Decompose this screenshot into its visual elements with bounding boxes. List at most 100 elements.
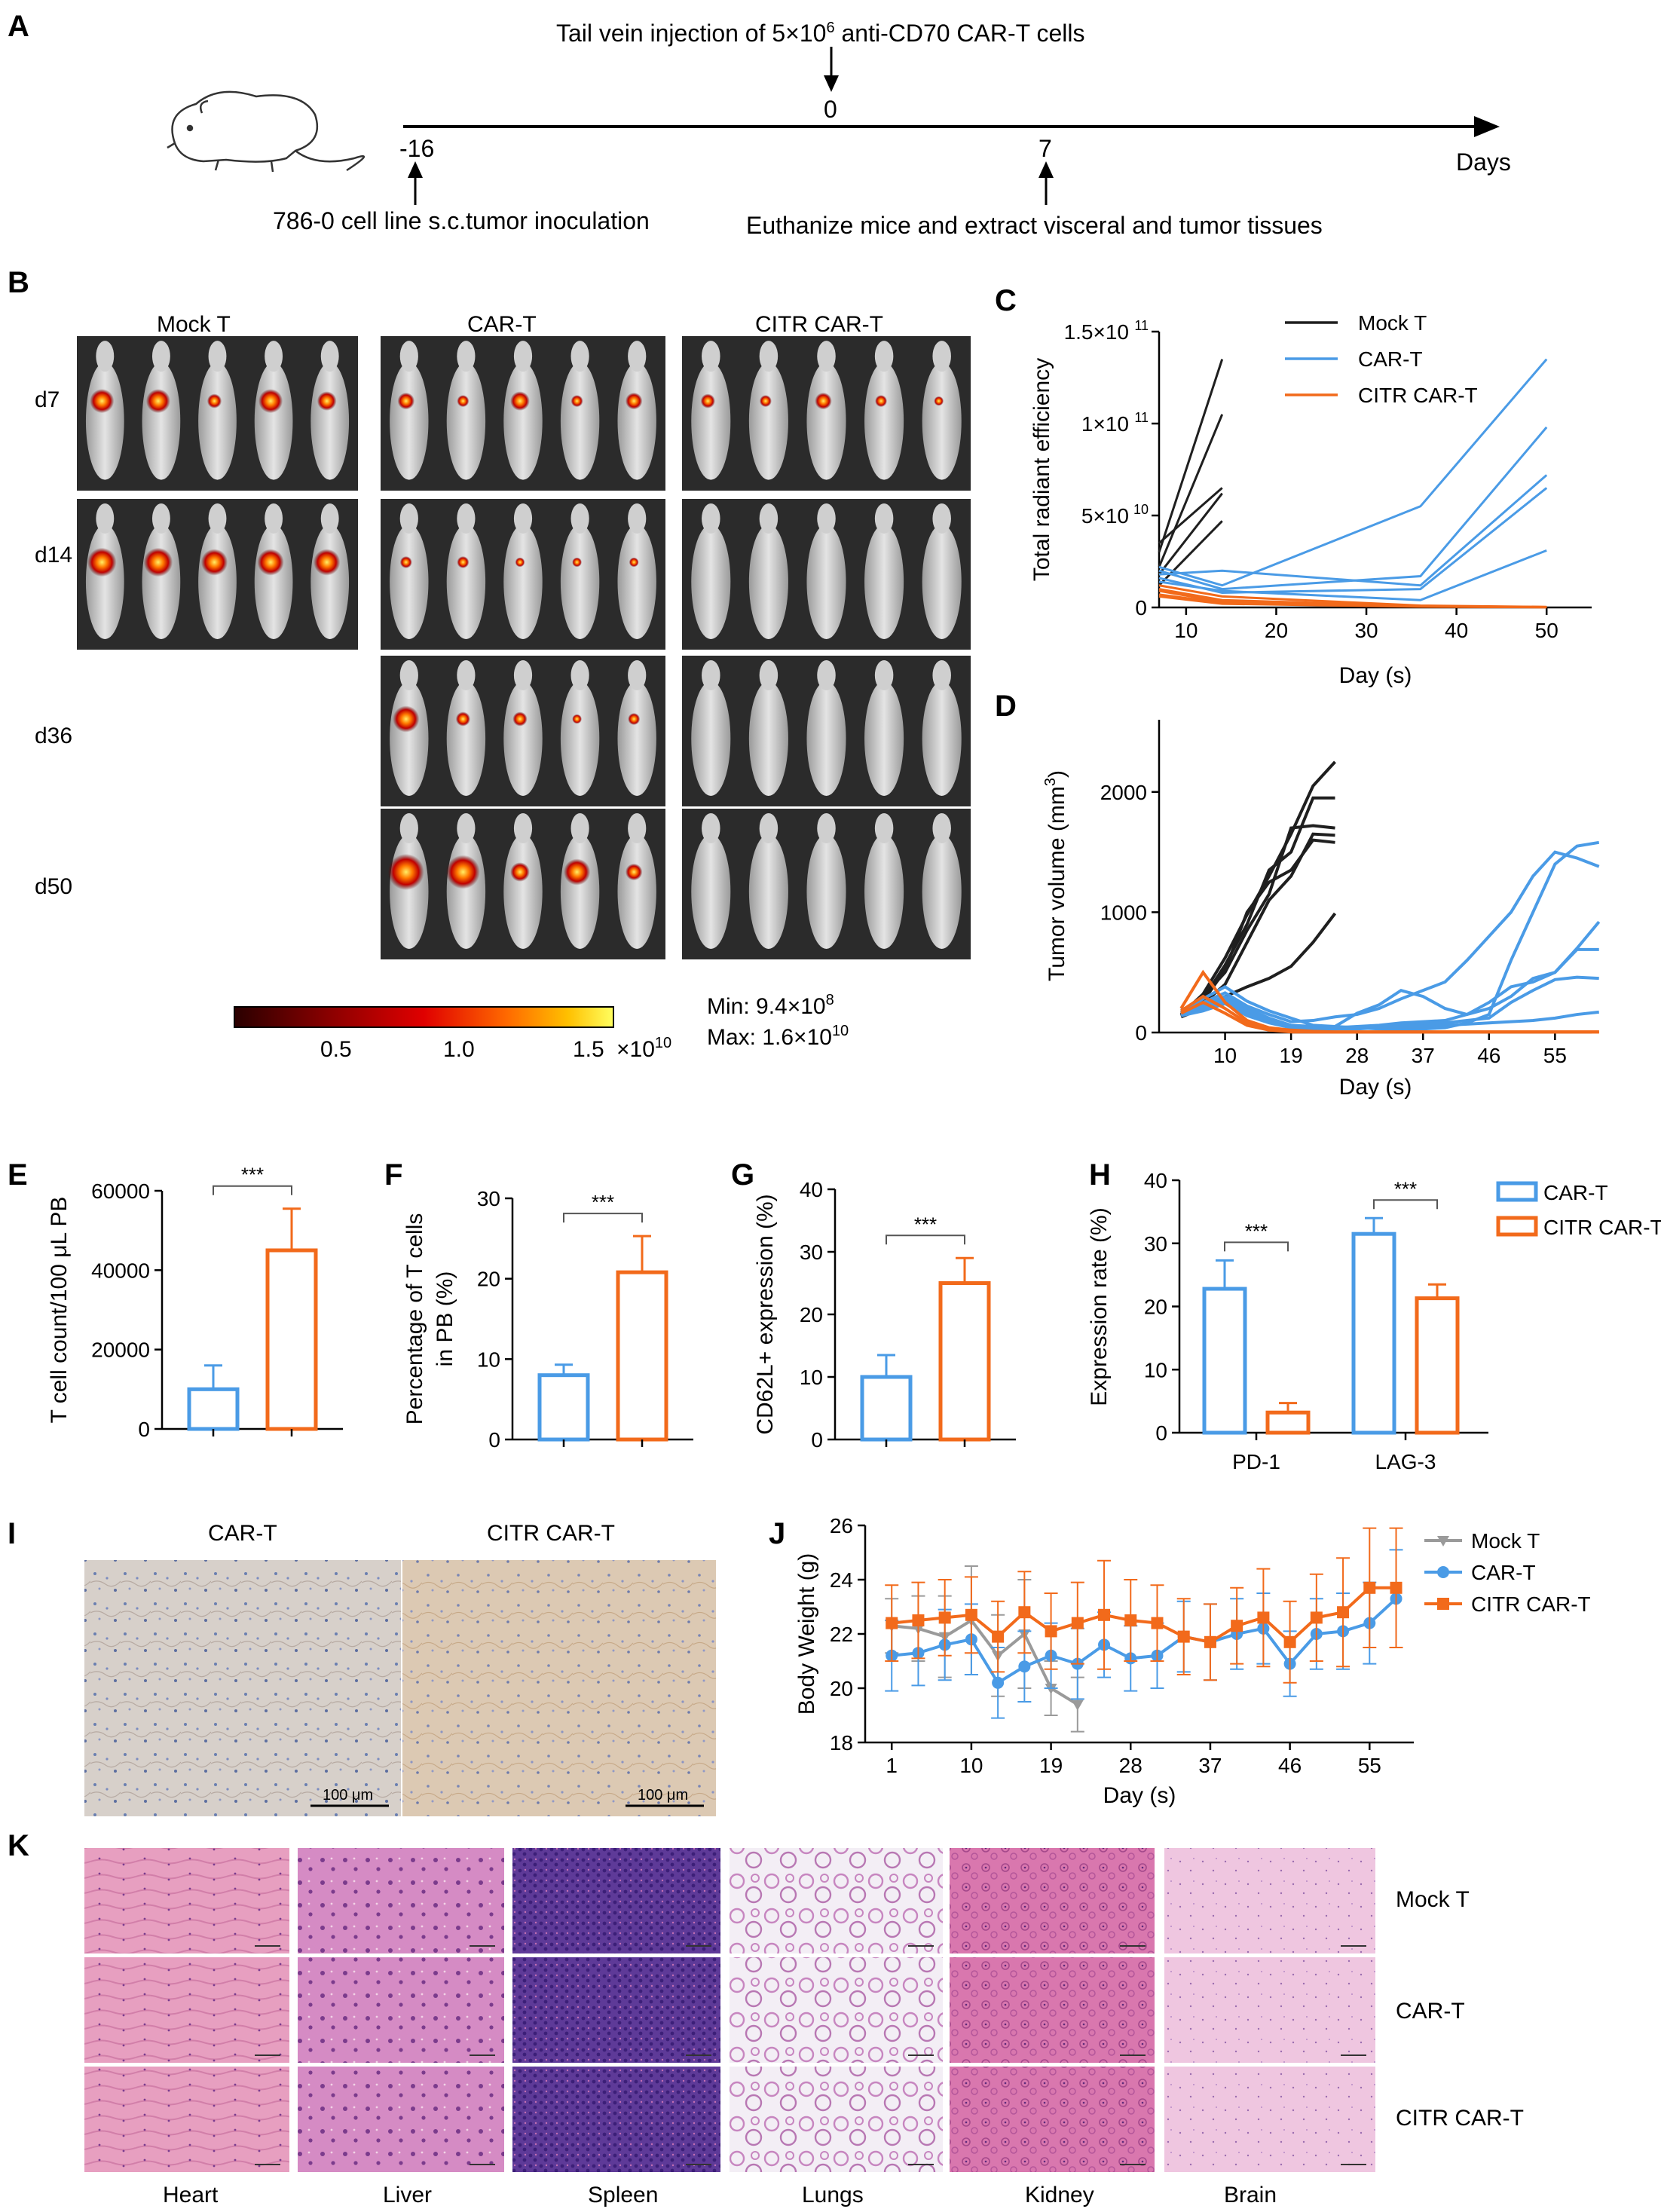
bioluminescence-signal — [457, 556, 470, 568]
he-tile — [84, 2067, 289, 2172]
he-tile — [512, 2067, 720, 2172]
bioluminescence-signal — [512, 711, 528, 727]
scale-bar-label: 100 μm — [323, 1787, 373, 1804]
x-tick-label: 19 — [1039, 1754, 1063, 1777]
y-axis-label-exponent: 3 — [1042, 778, 1059, 786]
day-zero-label: 0 — [824, 96, 837, 123]
y-axis-label: Expression rate (%) — [1087, 1207, 1112, 1406]
x-tick-label: 55 — [1543, 1044, 1567, 1067]
mouse-head — [208, 341, 227, 372]
bar-citr-car-t — [1265, 1410, 1311, 1435]
chart-t-cell-count: 0 20000 40000 60000 *** T cell count/100 μL P… — [47, 1164, 343, 1441]
marker-square — [1283, 1635, 1296, 1648]
mouse-silhouette — [864, 525, 904, 639]
he-tile — [1164, 1848, 1375, 1953]
series-line-mock — [1180, 832, 1335, 1016]
organ-label: Spleen — [588, 2183, 658, 2207]
mouse-head — [702, 503, 720, 534]
mouse-silhouette — [446, 681, 486, 796]
imaging-grid — [77, 336, 971, 959]
bioluminescence-signal — [200, 549, 228, 576]
x-tick-label: 10 — [1213, 1044, 1237, 1067]
x-tick-label: 10 — [1174, 619, 1198, 642]
significance-bracket — [213, 1185, 292, 1195]
mouse-silhouette — [617, 834, 656, 949]
y-axis-label-text: Expression rate (%) — [1087, 1207, 1112, 1406]
mouse-head — [320, 503, 339, 534]
mouse-silhouette — [85, 362, 124, 480]
mouse-silhouette — [748, 681, 788, 796]
series-line-mock — [1158, 414, 1224, 568]
bar-car-t — [1202, 1287, 1247, 1435]
mouse-head — [457, 660, 476, 690]
mouse-head — [399, 660, 418, 690]
mouse-silhouette — [198, 525, 237, 639]
mouse-head — [513, 813, 533, 843]
bioluminescence-signal — [875, 395, 888, 408]
mouse-silhouette — [310, 362, 350, 480]
y-tick-label: 0 — [138, 1418, 150, 1441]
panel-a-timeline: Tail vein injection of 5×106 anti-CD70 C… — [167, 20, 1511, 239]
x-tick-label: 28 — [1119, 1754, 1143, 1777]
mouse-head — [817, 660, 836, 690]
panel-letter: D — [995, 690, 1017, 723]
mouse-silhouette — [691, 834, 731, 949]
series-line-car — [1180, 1002, 1599, 1031]
panel-letter: C — [995, 284, 1017, 317]
row-label-d50: d50 — [35, 874, 72, 899]
panel-letter: A — [8, 10, 29, 43]
series-line-car — [1180, 850, 1600, 1023]
mouse-head — [570, 503, 589, 534]
mouse-silhouette — [806, 362, 846, 480]
mouse-head — [513, 503, 533, 534]
marker-square — [1204, 1635, 1216, 1648]
mouse-head — [932, 660, 951, 690]
significance-marker: *** — [1394, 1177, 1417, 1200]
series-line — [892, 1597, 1397, 1685]
y-tick-label: 1.5×10 — [1064, 320, 1129, 344]
he-tile — [950, 2067, 1155, 2172]
mouse-silhouette — [254, 362, 293, 480]
significance-marker: *** — [241, 1164, 264, 1186]
y-tick-label: 5×10 — [1081, 504, 1129, 528]
bioluminescence-signal — [572, 714, 582, 724]
series-line-car — [1158, 549, 1547, 601]
mouse-silhouette — [691, 362, 731, 480]
mouse-silhouette — [142, 525, 181, 639]
mouse-head — [208, 503, 227, 534]
mouse-silhouette — [142, 362, 181, 480]
timeline-arrowhead — [1474, 116, 1500, 137]
y-axis-label-text: T cell count/100 μL PB — [47, 1197, 72, 1424]
mouse-silhouette — [85, 525, 124, 639]
x-tick-label: 19 — [1280, 1044, 1303, 1067]
mouse-head — [874, 813, 894, 843]
he-tile — [298, 1957, 504, 2063]
bioluminescence-signal — [510, 391, 530, 411]
marker-square — [1390, 1581, 1403, 1594]
he-tile — [730, 2067, 943, 2172]
bioluminescence-signal — [145, 389, 170, 414]
marker-square — [1071, 1617, 1084, 1629]
mouse-head — [759, 503, 778, 534]
series-line-mock — [1158, 359, 1224, 553]
y-tick-label: 0 — [1155, 1421, 1167, 1445]
y-tick-label: 60000 — [91, 1179, 150, 1203]
y-axis-label-tail: ) — [1045, 770, 1069, 778]
legend-label: CAR-T — [1543, 1181, 1608, 1204]
mouse-silhouette — [560, 525, 600, 639]
legend-marker — [1437, 1598, 1449, 1610]
legend-label: CAR-T — [1358, 347, 1423, 371]
legend-label: Mock T — [1358, 311, 1427, 335]
y-tick-label: 40 — [800, 1178, 823, 1201]
bioluminescence-signal — [572, 557, 582, 568]
y-axis-label: in PB (%) — [433, 1271, 457, 1367]
he-group-label: CITR CAR-T — [1396, 2106, 1524, 2131]
series-line-mock — [1179, 824, 1335, 1017]
y-axis-label-text: CD62L+ expression (%) — [753, 1194, 778, 1434]
mouse-head — [932, 341, 951, 372]
significance-marker: *** — [914, 1213, 937, 1235]
x-tick-label: 40 — [1445, 619, 1468, 642]
mouse-silhouette — [617, 362, 656, 480]
y-tick-label: 30 — [1144, 1232, 1167, 1256]
mouse-silhouette — [446, 525, 486, 639]
